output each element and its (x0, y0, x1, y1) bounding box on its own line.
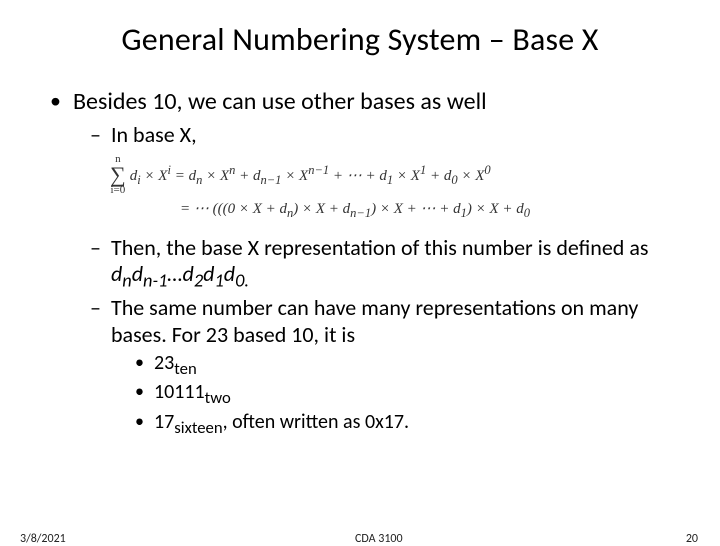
bullet-text: Then, the base X representation of this … (111, 235, 671, 292)
dash-marker: – (90, 122, 101, 148)
footer-date: 3/8/2021 (20, 532, 66, 546)
sigma-icon: n ∑ i=0 (110, 154, 126, 196)
dot-marker: • (135, 411, 144, 438)
text-segment: Then, the base X representation of this … (111, 234, 649, 261)
rep-suffix: , often written as 0x17. (223, 410, 410, 434)
formula-line-2: = ⋯ (((0 × X + dn) × X + dn−1) × X + ⋯ +… (180, 196, 680, 225)
footer-course-code: CDA 3100 (355, 532, 403, 546)
bullet-level2-same: – The same number can have many represen… (90, 295, 680, 348)
bullet-text: In base X, (111, 122, 197, 148)
bullet-level2-inbase: – In base X, (90, 122, 680, 148)
dot-marker: • (135, 381, 144, 408)
rep-value: 17sixteen, often written as 0x17. (154, 411, 409, 438)
rep-value: 23ten (154, 352, 197, 379)
dash-marker: – (90, 295, 101, 348)
bullet-level3-sixteen: • 17sixteen, often written as 0x17. (135, 411, 680, 438)
sigma-lower: i=0 (110, 185, 125, 196)
slide-title: General Numbering System – Base X (40, 20, 680, 59)
formula-block: n ∑ i=0 di × Xi = dn × Xn + dn−1 × Xn−1 … (110, 154, 680, 224)
formula-expr-1: di × Xi = dn × Xn + dn−1 × Xn−1 + ⋯ + d1… (130, 159, 491, 192)
bullet-level1: • Besides 10, we can use other bases as … (50, 87, 680, 116)
bullet-text: The same number can have many representa… (111, 295, 671, 348)
bullet-level2-then: – Then, the base X representation of thi… (90, 235, 680, 292)
formula-line-1: n ∑ i=0 di × Xi = dn × Xn + dn−1 × Xn−1 … (110, 154, 680, 196)
footer-page-number: 20 (686, 532, 698, 546)
dash-marker: – (90, 235, 101, 292)
dot-marker: • (135, 352, 144, 379)
bullet-text: Besides 10, we can use other bases as we… (73, 87, 487, 116)
bullet-level3-two: • 10111two (135, 381, 680, 408)
sigma-symbol: ∑ (110, 165, 126, 185)
digit-notation: dndn-1…d2d1d0. (111, 260, 249, 287)
rep-value: 10111two (154, 381, 231, 408)
bullet-marker: • (50, 87, 61, 116)
formula-expr-2: = ⋯ (((0 × X + dn) × X + dn−1) × X + ⋯ +… (180, 196, 530, 225)
bullet-level3-ten: • 23ten (135, 352, 680, 379)
